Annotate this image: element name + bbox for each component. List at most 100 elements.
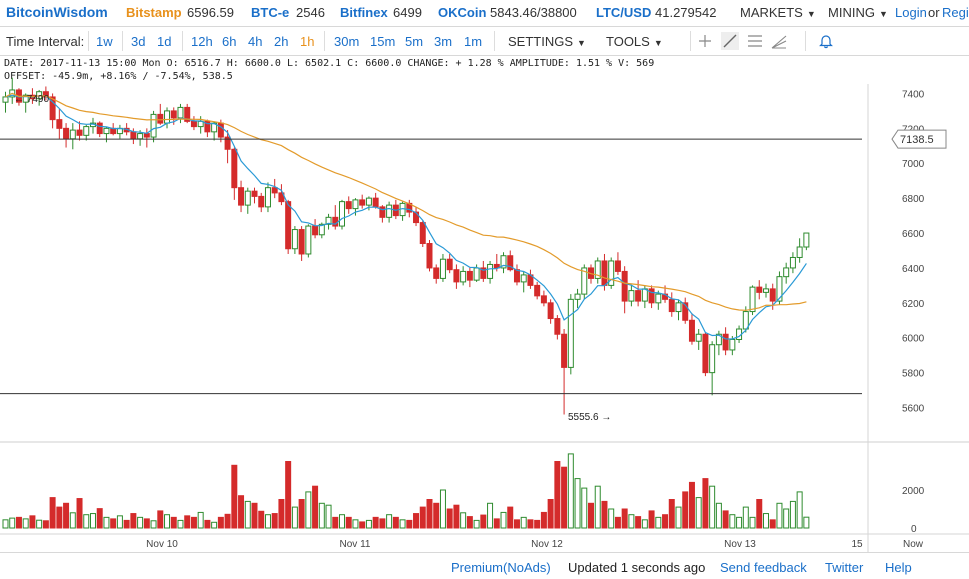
candle-up — [500, 255, 507, 269]
volume-bar — [365, 519, 372, 529]
fan-tool-icon[interactable] — [771, 33, 787, 49]
volume-bar — [776, 502, 783, 529]
exchange-bitstamp-price: 6596.59 — [187, 5, 234, 20]
interval-12h[interactable]: 12h — [191, 34, 213, 49]
volume-bar — [413, 513, 420, 529]
candle-up — [729, 338, 736, 351]
volume-bar — [561, 466, 568, 529]
volume-bar — [244, 500, 251, 529]
footer-bar: Premium(NoAds) Updated 1 seconds ago Sen… — [0, 552, 969, 579]
candle-down — [547, 302, 554, 320]
mining-menu[interactable]: MINING ▼ — [828, 5, 888, 20]
candle-down — [271, 187, 278, 194]
candle-up — [776, 276, 783, 302]
interval-2h[interactable]: 2h — [274, 34, 289, 49]
line-tool-icon[interactable] — [721, 32, 739, 50]
interval-1d[interactable]: 1d — [157, 34, 172, 49]
candle-down — [433, 267, 440, 279]
settings-menu[interactable]: SETTINGS ▼ — [508, 34, 586, 49]
volume-bar — [749, 516, 756, 529]
interval-30m[interactable]: 30m — [334, 34, 360, 49]
exchange-ltcusd[interactable]: LTC/USD — [596, 5, 652, 20]
candle-up — [594, 260, 601, 279]
exchange-btce[interactable]: BTC-e — [251, 5, 290, 20]
price-chart[interactable]: 5600580060006200640066006800700072007400… — [0, 56, 969, 552]
candle-down — [769, 288, 776, 302]
volume-bar — [392, 516, 399, 529]
interval-5m[interactable]: 5m — [405, 34, 424, 49]
volume-bar — [433, 502, 440, 529]
interval-1m[interactable]: 1m — [464, 34, 483, 49]
exchange-bitfinex[interactable]: Bitfinex — [340, 5, 388, 20]
candle-up — [325, 216, 332, 225]
candle-up — [567, 298, 574, 368]
interval-3m[interactable]: 3m — [434, 34, 453, 49]
volume-bar — [762, 513, 769, 529]
volume-bar — [22, 518, 29, 529]
candle-up — [83, 126, 90, 136]
candle-up — [22, 94, 29, 103]
fib-tool-icon[interactable] — [747, 33, 763, 49]
volume-bar — [675, 506, 682, 529]
candle-up — [749, 286, 756, 313]
premium-link[interactable]: Premium(NoAds) — [451, 560, 551, 575]
interval-6h[interactable]: 6h — [222, 34, 237, 49]
markets-menu[interactable]: MARKETS ▼ — [740, 5, 816, 20]
volume-bar — [540, 511, 547, 529]
x-axis-tick-label: Nov 13 — [724, 539, 756, 550]
candle-down — [534, 284, 541, 297]
volume-bar — [769, 519, 776, 529]
candle-down — [130, 131, 137, 140]
x-axis-tick-label: Nov 12 — [531, 539, 563, 550]
candle-down — [446, 258, 453, 271]
volume-bar — [722, 510, 729, 529]
candle-down — [285, 201, 292, 250]
y-axis-tick-label: 6000 — [902, 334, 925, 345]
volume-bar — [231, 464, 238, 529]
volume-bar — [756, 499, 763, 529]
volume-bar — [581, 487, 588, 529]
candle-down — [251, 190, 258, 197]
mining-menu-label: MINING — [828, 5, 875, 20]
candle-down — [561, 333, 568, 368]
exchange-bitstamp[interactable]: Bitstamp — [126, 5, 182, 20]
caret-down-icon: ▼ — [806, 9, 816, 19]
candle-down — [42, 91, 49, 98]
exchange-okcoin[interactable]: OKCoin — [438, 5, 487, 20]
volume-bar — [386, 514, 393, 529]
interval-1h[interactable]: 1h — [300, 34, 315, 49]
candle-down — [190, 120, 197, 128]
crosshair-icon[interactable] — [697, 33, 713, 49]
interval-4h[interactable]: 4h — [248, 34, 263, 49]
volume-bar — [439, 489, 446, 529]
volume-bar — [702, 478, 709, 529]
volume-bar — [36, 519, 43, 529]
interval-3d[interactable]: 3d — [131, 34, 146, 49]
candle-up — [69, 129, 76, 140]
register-link[interactable]: Register — [942, 5, 969, 20]
twitter-link[interactable]: Twitter — [825, 560, 864, 575]
candle-up — [386, 204, 393, 218]
help-link[interactable]: Help — [885, 560, 912, 575]
candle-up — [460, 270, 467, 283]
alert-bell-icon[interactable] — [818, 33, 834, 49]
toolbar-divider — [805, 31, 806, 51]
candle-down — [648, 288, 655, 304]
x-axis-tick-label: 15 — [851, 539, 863, 550]
toolbar-divider — [324, 31, 325, 51]
volume-bar — [742, 506, 749, 529]
toolbar-divider — [122, 31, 123, 51]
volume-bar — [89, 513, 96, 529]
interval-1w[interactable]: 1w — [96, 34, 113, 49]
interval-15m[interactable]: 15m — [370, 34, 396, 49]
candle-up — [789, 256, 796, 269]
candle-down — [493, 263, 500, 269]
volume-bar — [574, 478, 581, 529]
login-link[interactable]: Login — [895, 5, 927, 20]
volume-bar — [29, 515, 36, 529]
tools-menu[interactable]: TOOLS ▼ — [606, 34, 663, 49]
volume-bar — [668, 499, 675, 529]
candle-down — [63, 127, 70, 140]
brand-logo[interactable]: BitcoinWisdom — [6, 4, 108, 20]
send-feedback-link[interactable]: Send feedback — [720, 560, 807, 575]
